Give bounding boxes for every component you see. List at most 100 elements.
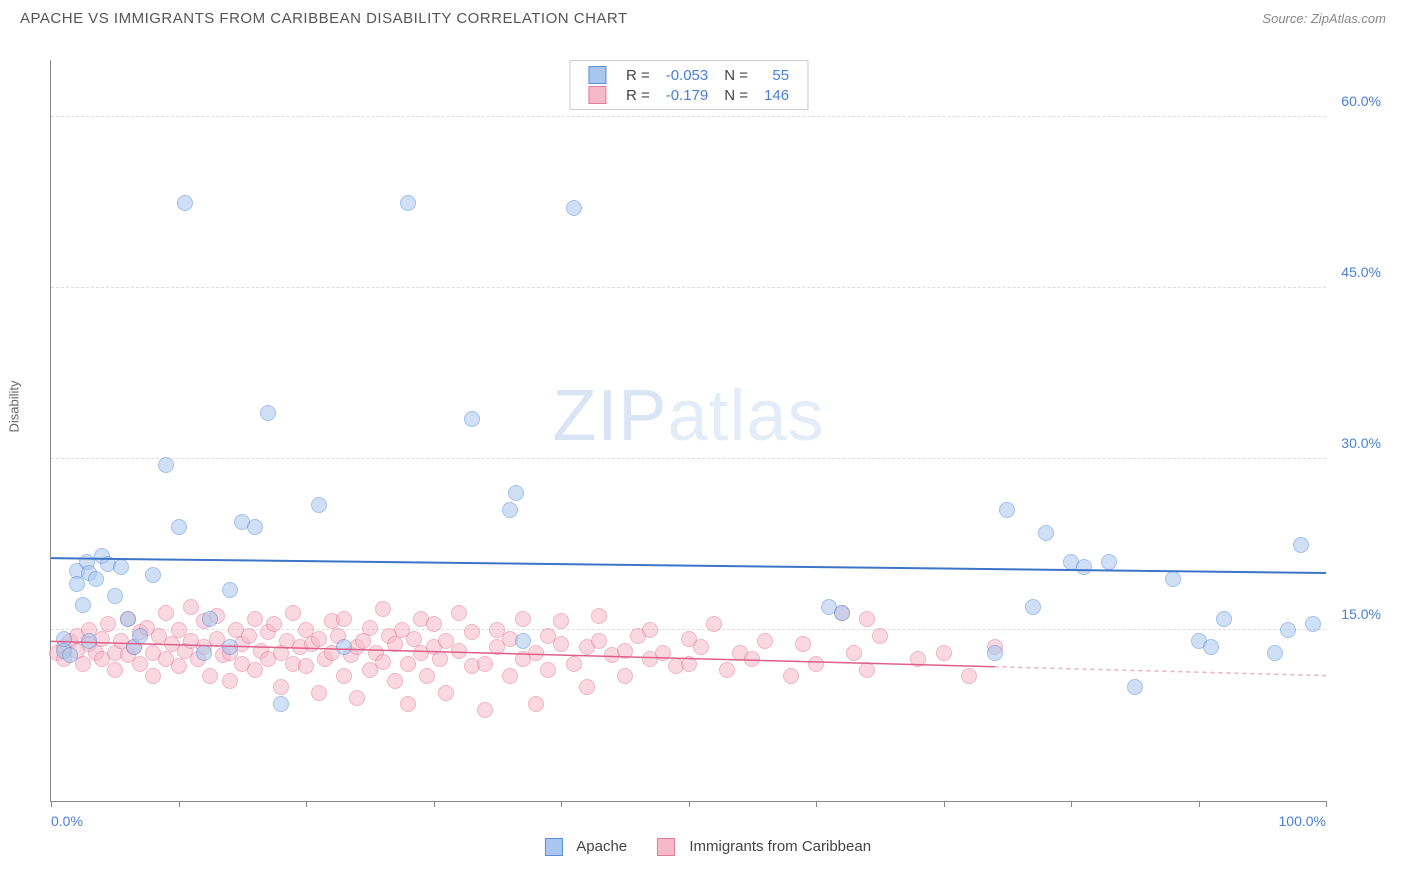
data-point [795, 636, 811, 652]
data-point [719, 662, 735, 678]
data-point [508, 485, 524, 501]
data-point [387, 673, 403, 689]
x-tick-label: 0.0% [51, 813, 83, 829]
data-point [1076, 559, 1092, 575]
watermark: ZIPatlas [552, 375, 824, 457]
data-point [202, 668, 218, 684]
x-tick [561, 801, 562, 807]
x-tick [689, 801, 690, 807]
data-point [171, 658, 187, 674]
data-point [247, 611, 263, 627]
data-point [222, 673, 238, 689]
series-legend: Apache Immigrants from Caribbean [525, 838, 881, 856]
data-point [655, 645, 671, 661]
gridline [51, 287, 1326, 288]
data-point [100, 616, 116, 632]
source-attribution: Source: ZipAtlas.com [1262, 11, 1386, 26]
data-point [591, 633, 607, 649]
data-point [1305, 616, 1321, 632]
data-point [502, 502, 518, 518]
data-point [1293, 537, 1309, 553]
data-point [311, 631, 327, 647]
data-point [1280, 622, 1296, 638]
data-point [273, 696, 289, 712]
y-tick-label: 30.0% [1341, 435, 1381, 451]
data-point [846, 645, 862, 661]
data-point [591, 608, 607, 624]
data-point [477, 656, 493, 672]
data-point [171, 519, 187, 535]
data-point [177, 195, 193, 211]
data-point [426, 616, 442, 632]
data-point [999, 502, 1015, 518]
data-point [183, 599, 199, 615]
data-point [400, 656, 416, 672]
data-point [196, 645, 212, 661]
y-tick-label: 45.0% [1341, 264, 1381, 280]
data-point [349, 690, 365, 706]
data-point [387, 636, 403, 652]
data-point [375, 601, 391, 617]
data-point [145, 567, 161, 583]
data-point [222, 639, 238, 655]
data-point [872, 628, 888, 644]
data-point [961, 668, 977, 684]
legend-item: Immigrants from Caribbean [647, 838, 871, 855]
data-point [88, 571, 104, 587]
data-point [298, 658, 314, 674]
data-point [222, 582, 238, 598]
data-point [859, 611, 875, 627]
x-tick [944, 801, 945, 807]
data-point [285, 605, 301, 621]
data-point [75, 597, 91, 613]
x-tick [434, 801, 435, 807]
y-tick-label: 60.0% [1341, 93, 1381, 109]
data-point [273, 679, 289, 695]
data-point [419, 668, 435, 684]
data-point [1127, 679, 1143, 695]
data-point [808, 656, 824, 672]
data-point [69, 576, 85, 592]
data-point [56, 631, 72, 647]
data-point [158, 457, 174, 473]
data-point [241, 628, 257, 644]
data-point [400, 696, 416, 712]
data-point [311, 685, 327, 701]
data-point [783, 668, 799, 684]
data-point [375, 654, 391, 670]
data-point [642, 622, 658, 638]
data-point [553, 613, 569, 629]
data-point [336, 639, 352, 655]
data-point [451, 605, 467, 621]
data-point [502, 668, 518, 684]
gridline [51, 458, 1326, 459]
correlation-legend: R =-0.053N =55R =-0.179N =146 [569, 60, 808, 110]
scatter-plot: ZIPatlas R =-0.053N =55R =-0.179N =146 1… [50, 60, 1326, 802]
gridline [51, 116, 1326, 117]
legend-row: R =-0.179N =146 [580, 85, 797, 105]
data-point [145, 668, 161, 684]
data-point [1025, 599, 1041, 615]
chart-container: Disability ZIPatlas R =-0.053N =55R =-0.… [20, 40, 1386, 862]
data-point [528, 696, 544, 712]
data-point [464, 624, 480, 640]
data-point [515, 611, 531, 627]
data-point [1165, 571, 1181, 587]
data-point [859, 662, 875, 678]
data-point [617, 643, 633, 659]
data-point [553, 636, 569, 652]
data-point [247, 519, 263, 535]
data-point [120, 611, 136, 627]
data-point [936, 645, 952, 661]
data-point [132, 628, 148, 644]
legend-row: R =-0.053N =55 [580, 65, 797, 85]
legend-item: Apache [535, 838, 627, 855]
data-point [1216, 611, 1232, 627]
data-point [757, 633, 773, 649]
source-link[interactable]: ZipAtlas.com [1311, 11, 1386, 26]
data-point [451, 643, 467, 659]
data-point [477, 702, 493, 718]
x-tick-label: 100.0% [1279, 813, 1326, 829]
data-point [834, 605, 850, 621]
data-point [158, 605, 174, 621]
